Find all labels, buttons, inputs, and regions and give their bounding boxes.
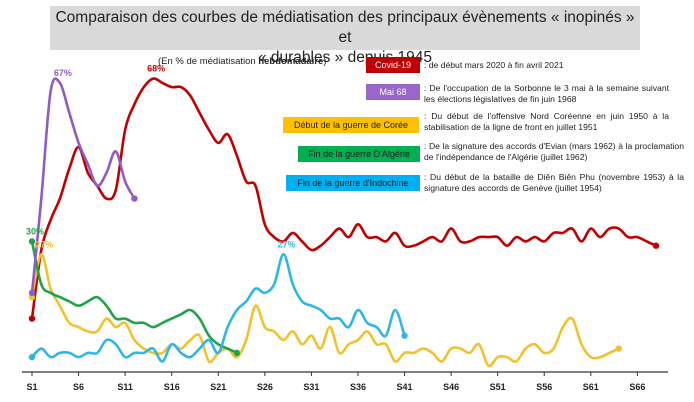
chart-title-line-1: Comparaison des courbes de médiatisation… xyxy=(55,9,635,46)
subtitle-suffix: ) xyxy=(323,56,327,67)
legend-badge-algerie: Fin de la guerre D'Algérie xyxy=(298,146,420,162)
series-end-marker-coree xyxy=(615,345,622,352)
legend-badge-coree: Début de la guerre de Corée xyxy=(283,117,419,133)
subtitle-bold: hebdomadaire xyxy=(258,56,324,67)
peak-label: 68% xyxy=(147,64,165,74)
x-tick-label: S56 xyxy=(536,382,552,392)
x-tick-label: S61 xyxy=(583,382,599,392)
series-start-marker-mai68 xyxy=(28,289,36,297)
legend-desc-coree: : Du début de l'offensive Nord Coréenne … xyxy=(424,111,669,132)
peak-label: 30% xyxy=(26,226,44,236)
series-line-indochine xyxy=(30,253,406,363)
x-tick-label: S6 xyxy=(73,382,84,392)
series-end-marker-mai68 xyxy=(131,195,138,202)
x-tick-label: S46 xyxy=(443,382,459,392)
legend-desc-indochine: : Du début de la bataille de Diên Biên P… xyxy=(424,172,684,193)
series-start-marker-algerie xyxy=(28,238,36,245)
peak-label: 27% xyxy=(35,239,53,249)
x-tick-label: S51 xyxy=(490,382,506,392)
legend-desc-algerie: : De la signature des accords d'Evian (m… xyxy=(424,141,684,162)
series-line-covid xyxy=(30,77,658,320)
x-tick-label: S36 xyxy=(350,382,366,392)
chart-title-box: Comparaison des courbes de médiatisation… xyxy=(50,6,640,66)
series-start-marker-covid xyxy=(28,315,36,322)
x-tick-label: S16 xyxy=(164,382,180,392)
x-tick-label: S41 xyxy=(397,382,413,392)
peak-label: 67% xyxy=(54,68,72,78)
legend-badge-indochine: Fin de la guerre d'Indochine xyxy=(286,175,420,191)
x-tick-label: S31 xyxy=(303,382,319,392)
legend-desc-covid: : de début mars 2020 à fin avril 2021 xyxy=(424,60,564,70)
series-end-marker-indochine xyxy=(401,332,408,339)
series-line-coree xyxy=(30,252,620,368)
series-line-algerie xyxy=(30,240,239,355)
x-tick-label: S26 xyxy=(257,382,273,392)
x-tick-label: S66 xyxy=(629,382,645,392)
subtitle-prefix: (En % de médiatisation xyxy=(158,56,259,67)
series-end-marker-algerie xyxy=(233,349,241,357)
series-line-mai68 xyxy=(30,77,136,295)
x-tick-label: S11 xyxy=(117,382,133,392)
chart-subtitle: (En % de médiatisation hebdomadaire) xyxy=(158,56,326,67)
series-start-marker-indochine xyxy=(28,353,36,361)
series-end-marker-covid xyxy=(652,242,660,249)
x-tick-label: S1 xyxy=(26,382,37,392)
legend-badge-mai68: Mai 68 xyxy=(366,84,420,100)
legend-desc-mai68: : De l'occupation de la Sorbonne le 3 ma… xyxy=(424,83,669,104)
legend-badge-covid: Covid-19 xyxy=(366,57,420,73)
x-tick-label: S21 xyxy=(210,382,226,392)
peak-label: 27% xyxy=(277,239,295,249)
